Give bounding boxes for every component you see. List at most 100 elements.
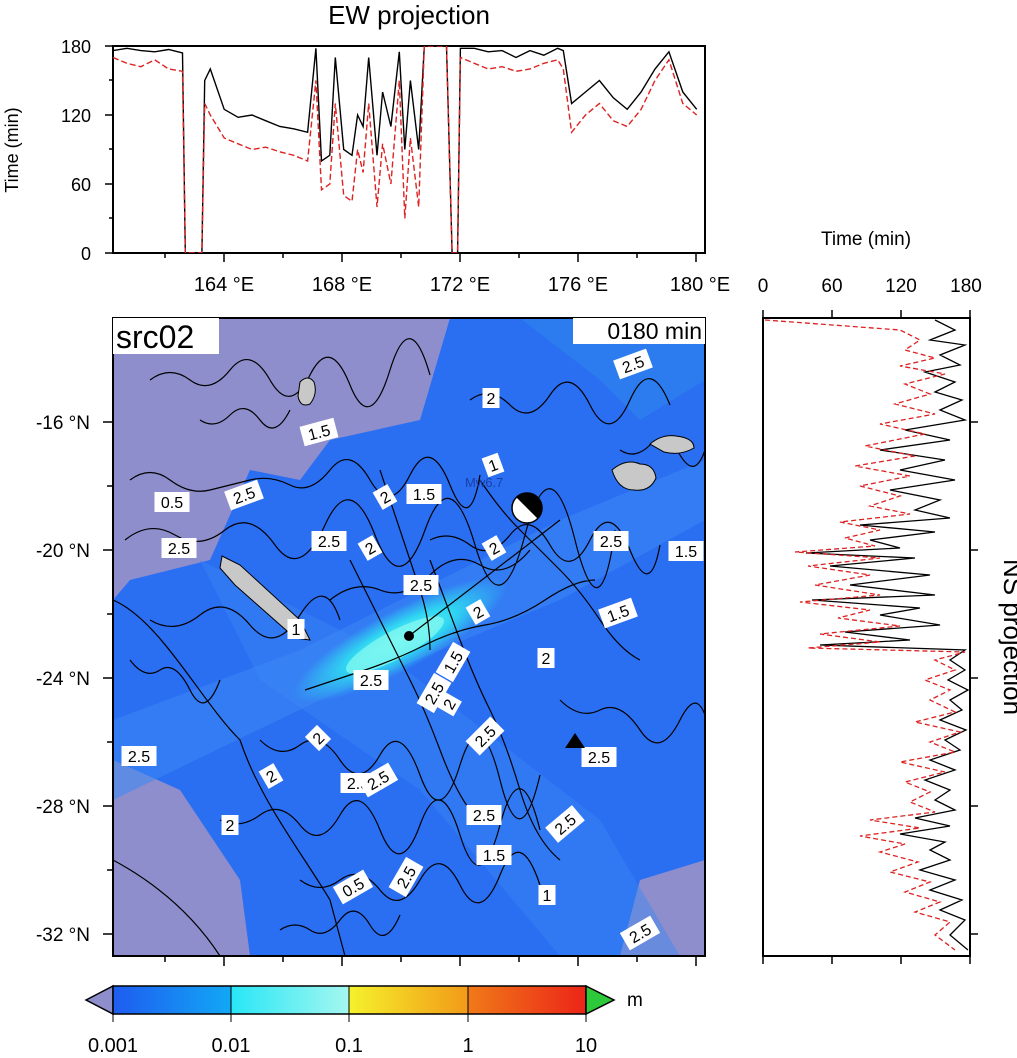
island-fiji (649, 435, 695, 454)
ew-xtick-label: 180 °E (670, 274, 730, 296)
contour-label: 2.5 (613, 348, 653, 380)
ns-projection-panel: Time (min) 0 60 120 180 NS projection (758, 229, 1017, 964)
map-panel: -16 °N -20 °N -24 °N -28 °N -32 °N src02… (36, 317, 706, 966)
ns-series-red (764, 319, 966, 951)
colorbar-tick-label: 0.001 (88, 1035, 138, 1057)
contour-label-box (598, 597, 638, 629)
contour-label-text: 2 (487, 391, 496, 408)
colorbar-under-triangle (84, 984, 114, 1016)
contour-label: 1.5 (668, 541, 704, 561)
contour-label-text: 2.5 (128, 749, 150, 766)
source-label: src02 (116, 319, 194, 355)
contour-label-box (357, 762, 399, 798)
ns-series-lines (764, 319, 970, 951)
contour-label-box (476, 845, 512, 865)
contour-label-box (224, 479, 264, 511)
max-amplitude-zone (345, 616, 445, 674)
ew-ytick-label: 0 (81, 244, 91, 264)
map-raster (113, 318, 705, 956)
contour-label-text: 2.5 (410, 578, 432, 595)
contour-label: 2 (258, 763, 284, 789)
ns-plot-frame (762, 317, 971, 957)
contour-label: 1.5 (406, 484, 442, 504)
contour-label: 2 (537, 648, 555, 668)
contour-label-box (481, 452, 505, 478)
ns-xtick-label: 0 (758, 276, 769, 297)
colorbar-tick-label: 1 (462, 1035, 473, 1057)
contour-label-box (406, 484, 442, 504)
contour-label: 2 (304, 724, 332, 752)
contour-label-box (537, 648, 555, 668)
contour-label-box (121, 746, 157, 766)
map-frame (112, 317, 706, 957)
ew-y-axis-label: Time (min) (2, 107, 22, 192)
contour-label-box (357, 535, 383, 561)
contour-label-text: 1.5 (413, 487, 435, 504)
contour-label: 1.5 (476, 845, 512, 865)
contour-label: 0.5 (154, 492, 190, 512)
contour-label: 2.5 (224, 479, 264, 511)
contour-label: 2 (372, 484, 398, 510)
contour-label-text: 1.5 (306, 422, 332, 444)
contour-label-box (258, 763, 284, 789)
ns-xtick-label: 60 (821, 276, 842, 297)
low-amplitude-region (113, 760, 250, 956)
ew-ytick-marks (105, 45, 113, 254)
contour-label: 2 (221, 815, 239, 835)
ns-xtick-label: 120 (885, 276, 917, 297)
map-ytick-label: -24 °N (36, 669, 90, 690)
ns-xtick-label: 180 (950, 276, 982, 297)
contour-label-text: 2.5 (473, 808, 495, 825)
contour-label-box (538, 885, 556, 905)
contour-label-box (619, 915, 661, 951)
focal-mechanism: Mw6.7 (465, 475, 543, 524)
contour-label: 2.5 (403, 575, 439, 595)
colorbar-tick-label: 0.01 (212, 1035, 251, 1057)
contour-label-text: 2.5 (620, 354, 647, 378)
contour-label-box (311, 531, 347, 551)
map-frame-ticks (103, 421, 697, 966)
contour-label: 2.5 (353, 670, 389, 690)
contour-label-box (304, 724, 332, 752)
ew-y-ticks: 180 120 60 0 (61, 37, 113, 264)
contour-label-text: 1 (292, 622, 301, 639)
colorbar: m 0.001 0.01 0.1 1 10 (84, 984, 643, 1057)
contour-label-box (161, 538, 197, 558)
contour-label: 2 (357, 535, 383, 561)
colorbar-over-triangle (585, 984, 616, 1016)
contour-label-box (332, 869, 374, 905)
contour-label: 2.5 (466, 805, 502, 825)
contour-label: 2.5 (311, 531, 347, 551)
contour-label: 1.5 (598, 597, 638, 629)
ew-series-lines (113, 46, 698, 253)
contour-label-box (466, 805, 502, 825)
map-ytick-label: -32 °N (36, 925, 90, 946)
contour-label: 2 (465, 599, 491, 625)
ew-xtick-label: 172 °E (430, 274, 490, 296)
contour-label-box (436, 691, 462, 717)
map-ytick-label: -20 °N (36, 541, 90, 562)
epicenter-marker (404, 631, 414, 641)
contour-label-text: 1.5 (483, 848, 505, 865)
map-ytick-label: -16 °N (36, 413, 90, 434)
contour-label-box (668, 541, 704, 561)
ns-tick-marks (762, 310, 978, 964)
ew-series-red (113, 46, 698, 253)
time-label: 0180 min (607, 318, 702, 344)
contour-label: 1 (538, 885, 556, 905)
beachball-compressional-quadrant (516, 492, 543, 519)
ew-xtick-label: 168 °E (312, 274, 372, 296)
contour-label-box (299, 417, 339, 447)
contour-label: 2.5 (161, 538, 197, 558)
contour-label-box (593, 531, 629, 551)
contour-label-box (403, 575, 439, 595)
contour-label: 1 (287, 619, 305, 639)
contour-label-box (154, 492, 190, 512)
contour-label-text: 2.5 (231, 485, 258, 509)
ew-panel-title: EW projection (328, 0, 490, 30)
contour-label-box (581, 747, 617, 767)
contour-label-text: 2 (542, 651, 551, 668)
contour-label-box (465, 716, 505, 756)
contour-label-text: 2.5 (600, 534, 622, 551)
